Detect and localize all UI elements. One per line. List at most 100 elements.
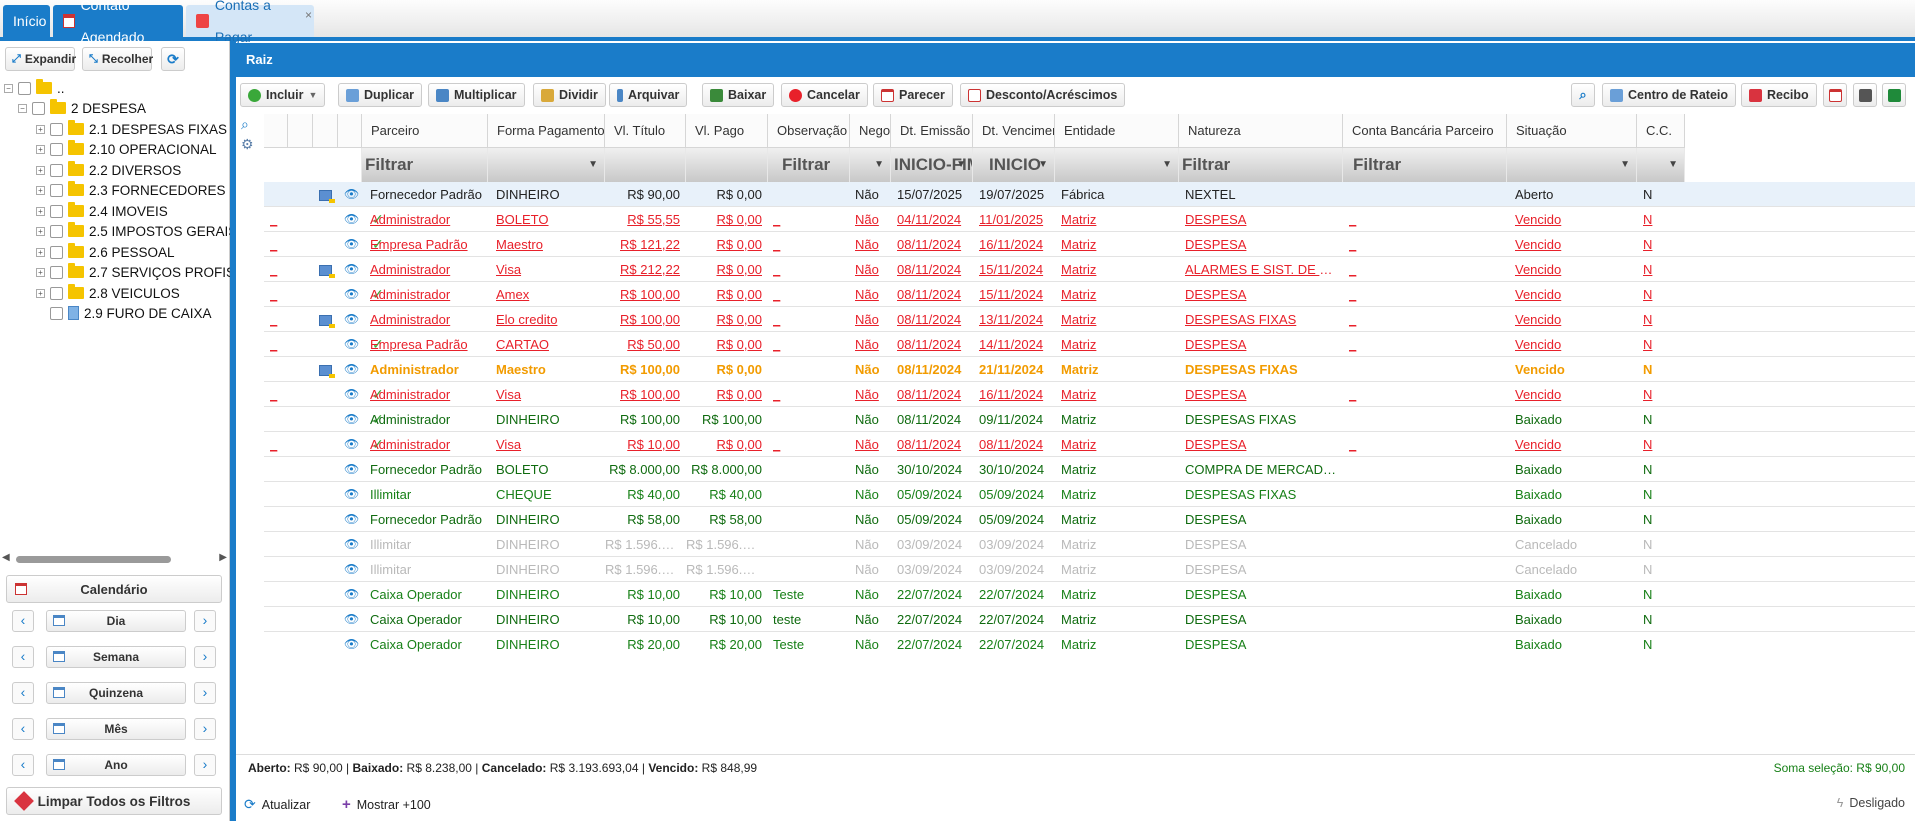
eye-icon[interactable]: 👁 — [344, 287, 360, 301]
month-button[interactable]: Mês — [46, 718, 186, 740]
checkbox[interactable] — [50, 306, 63, 320]
cost-center-button[interactable]: Centro de Rateio — [1602, 83, 1737, 107]
calendar-export-button[interactable] — [1823, 83, 1847, 107]
calendar-button[interactable]: Calendário — [6, 575, 222, 603]
filter-natureza[interactable]: Filtrar — [1179, 148, 1343, 182]
eye-icon[interactable]: 👁 — [344, 562, 360, 576]
chevron-down-icon[interactable]: ▼ — [1668, 159, 1678, 170]
header-cc[interactable]: C.C. — [1637, 114, 1685, 148]
chevron-down-icon[interactable]: ▼ — [1620, 159, 1630, 170]
settle-button[interactable]: Baixar — [702, 83, 775, 107]
checkbox[interactable] — [50, 204, 63, 218]
chevron-right-icon[interactable]: › — [194, 610, 216, 632]
table-row[interactable]: _ 👁 Administrador Visa R$ 212,22 R$ 0,00 _ Não 0… — [264, 257, 1915, 282]
eye-icon[interactable]: 👁 — [344, 537, 360, 551]
table-row[interactable]: 👁 Administrador Maestro R$ 100,00 R$ 0,00 Não… — [264, 357, 1915, 382]
multiply-button[interactable]: Multiplicar — [428, 83, 525, 107]
chevron-down-icon[interactable]: ▼ — [956, 159, 966, 170]
chevron-down-icon[interactable]: ▼ — [588, 159, 598, 170]
eye-icon[interactable]: 👁 — [344, 512, 360, 526]
panel-splitter[interactable] — [230, 41, 236, 821]
header-parceiro[interactable]: Parceiro — [362, 114, 488, 148]
checkbox[interactable] — [32, 101, 45, 115]
year-button[interactable]: Ano — [46, 754, 186, 776]
checkbox[interactable] — [50, 286, 63, 300]
eye-icon[interactable]: 👁 — [344, 412, 360, 426]
search-button[interactable]: ⌕ — [1571, 83, 1595, 107]
filter-parceiro[interactable]: Filtrar — [362, 148, 488, 182]
header-situacao[interactable]: Situação — [1507, 114, 1637, 148]
chevron-left-icon[interactable]: ‹ — [12, 754, 34, 776]
eye-icon[interactable]: 👁 — [344, 437, 360, 451]
chevron-right-icon[interactable]: › — [194, 646, 216, 668]
checkbox[interactable] — [50, 163, 63, 177]
eye-icon[interactable]: 👁 — [344, 612, 360, 626]
checkbox[interactable] — [50, 183, 63, 197]
clear-filters-button[interactable]: Limpar Todos os Filtros — [6, 787, 222, 815]
chevron-down-icon[interactable]: ▼ — [1038, 159, 1048, 170]
table-row[interactable]: 👁 ✓ Administrador DINHEIRO R$ 100,00 R$ 100,0… — [264, 407, 1915, 432]
table-row[interactable]: 👁 Fornecedor Padrão BOLETO R$ 8.000,00 R$ 8.… — [264, 457, 1915, 482]
tree-node-pessoal[interactable]: +2.6 PESSOAL — [36, 240, 175, 264]
header-vl-titulo[interactable]: Vl. Título — [605, 114, 686, 148]
header-negociado[interactable]: Negociado — [850, 114, 891, 148]
table-row[interactable]: 👁 Illimitar CHEQUE R$ 40,00 R$ 40,00 Não 05/09… — [264, 482, 1915, 507]
note-icon[interactable] — [319, 357, 335, 382]
table-row[interactable]: 👁 Caixa Operador DINHEIRO R$ 10,00 R$ 10,00 t… — [264, 607, 1915, 632]
checkbox[interactable] — [50, 142, 63, 156]
checkbox[interactable] — [50, 245, 63, 259]
eye-icon[interactable]: 👁 — [344, 237, 360, 251]
table-row[interactable]: 👁 Fornecedor Padrão DINHEIRO R$ 58,00 R$ 58,… — [264, 507, 1915, 532]
filter-dt-vencimento[interactable]: INICIO ▼ — [973, 148, 1055, 182]
eye-icon[interactable]: 👁 — [344, 212, 360, 226]
chevron-right-icon[interactable]: › — [194, 682, 216, 704]
table-row[interactable]: _ 👁 ✓ Empresa Padrão CARTAO R$ 50,00 R$ 0,00 _ N… — [264, 332, 1915, 357]
chevron-left-icon[interactable]: ‹ — [12, 682, 34, 704]
day-button[interactable]: Dia — [46, 610, 186, 632]
scroll-right-icon[interactable]: ▶ — [219, 552, 227, 563]
fortnight-button[interactable]: Quinzena — [46, 682, 186, 704]
tab-contato-agendado[interactable]: Contato Agendado — [53, 0, 183, 45]
expand-button[interactable]: ⤢ Expandir — [5, 47, 76, 71]
eye-icon[interactable]: 👁 — [344, 387, 360, 401]
week-button[interactable]: Semana — [46, 646, 186, 668]
chevron-left-icon[interactable]: ‹ — [12, 718, 34, 740]
eye-icon[interactable]: 👁 — [344, 462, 360, 476]
table-row[interactable]: 👁 Fornecedor Padrão DINHEIRO R$ 90,00 R$ 0,0… — [264, 182, 1915, 207]
note-icon[interactable] — [319, 257, 335, 282]
search-icon[interactable]: ⌕ — [241, 116, 249, 132]
tab-contas-a-pagar[interactable]: Contas a Pagar × — [186, 0, 314, 45]
checkbox[interactable] — [50, 265, 63, 279]
header-observacao[interactable]: Observação — [768, 114, 850, 148]
table-row[interactable]: 👁 Caixa Operador DINHEIRO R$ 20,00 R$ 20,00 T… — [264, 632, 1915, 654]
table-row[interactable]: _ 👁 ✓ Administrador BOLETO R$ 55,55 R$ 0,00 _ Nã… — [264, 207, 1915, 232]
note-icon[interactable] — [319, 182, 335, 207]
excel-button[interactable] — [1882, 83, 1906, 107]
filter-cc[interactable]: ▼ — [1637, 148, 1685, 182]
header-dt-emissao[interactable]: Dt. Emissão — [891, 114, 973, 148]
chevron-right-icon[interactable]: › — [194, 754, 216, 776]
filter-negociado[interactable]: ▼ — [850, 148, 891, 182]
table-row[interactable]: 👁 Caixa Operador DINHEIRO R$ 10,00 R$ 10,00 T… — [264, 582, 1915, 607]
duplicate-button[interactable]: Duplicar — [338, 83, 423, 107]
note-icon[interactable] — [319, 307, 335, 332]
filter-vl-titulo[interactable] — [605, 148, 686, 182]
filter-dt-emissao[interactable]: INICIO-FIM ▼ — [891, 148, 973, 182]
divide-button[interactable]: Dividir — [533, 83, 606, 107]
tab-inicio[interactable]: Início — [3, 5, 50, 37]
table-row[interactable]: _ 👁 ✓ Administrador Amex R$ 100,00 R$ 0,00 _ Não… — [264, 282, 1915, 307]
opinion-button[interactable]: Parecer — [873, 83, 953, 107]
chevron-down-icon[interactable]: ▼ — [874, 159, 884, 170]
eye-icon[interactable]: 👁 — [344, 587, 360, 601]
collapse-button[interactable]: ⤡ Recolher — [82, 47, 153, 71]
tree-node-operacional[interactable]: +2.10 OPERACIONAL — [36, 137, 217, 161]
tree-node-impostos[interactable]: +2.5 IMPOSTOS GERAIS — [36, 219, 230, 243]
filter-forma-pagamento[interactable]: ▼ — [488, 148, 605, 182]
filter-conta-bancaria[interactable]: Filtrar — [1343, 148, 1507, 182]
tree-node-imoveis[interactable]: +2.4 IMOVEIS — [36, 199, 168, 223]
scroll-thumb[interactable] — [16, 556, 171, 563]
table-row[interactable]: 👁 Illimitar DINHEIRO R$ 1.596.846,52 R$ 1.59… — [264, 532, 1915, 557]
header-conta-bancaria[interactable]: Conta Bancária Parceiro — [1343, 114, 1507, 148]
checkbox[interactable] — [50, 122, 63, 136]
chevron-left-icon[interactable]: ‹ — [12, 646, 34, 668]
